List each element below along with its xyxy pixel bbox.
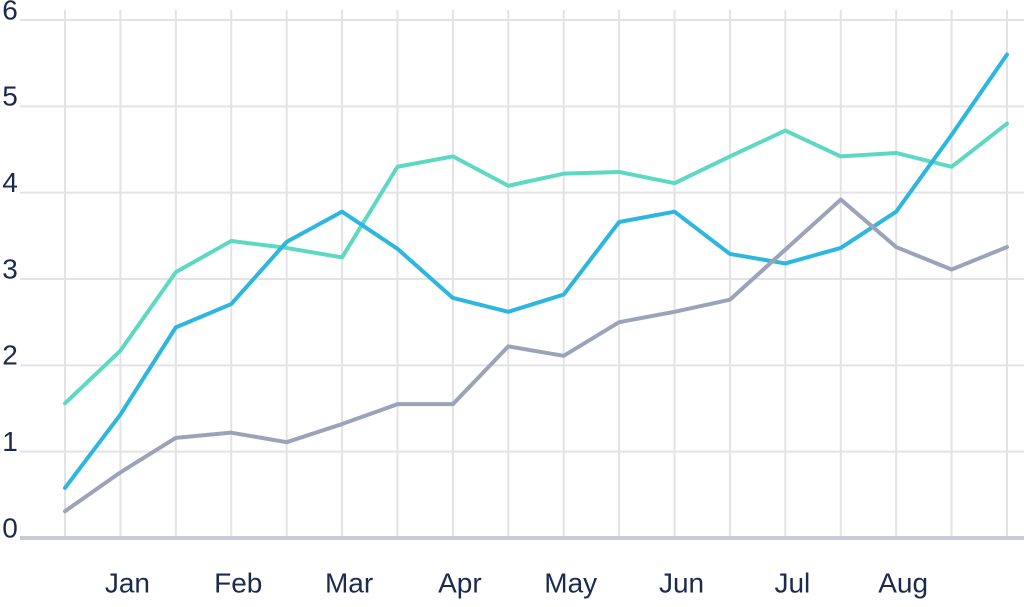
y-tick-label: 0 — [2, 512, 18, 543]
y-tick-label: 2 — [2, 340, 18, 371]
y-tick-label: 4 — [2, 167, 18, 198]
x-tick-label: Mar — [325, 567, 373, 598]
line-series — [63, 197, 1009, 514]
x-tick-label: Feb — [214, 567, 262, 598]
y-tick-label: 5 — [2, 81, 18, 112]
x-tick-label: Jun — [659, 567, 704, 598]
x-tick-label: Jan — [105, 567, 150, 598]
x-tick-label: Aug — [878, 567, 928, 598]
x-tick-label: Apr — [438, 567, 482, 598]
y-tick-label: 3 — [2, 253, 18, 284]
line-series — [63, 52, 1009, 490]
x-tick-label: May — [544, 567, 597, 598]
x-tick-label: Jul — [774, 567, 810, 598]
y-tick-label: 1 — [2, 426, 18, 457]
line-series — [63, 121, 1009, 406]
y-tick-label: 6 — [2, 0, 18, 25]
